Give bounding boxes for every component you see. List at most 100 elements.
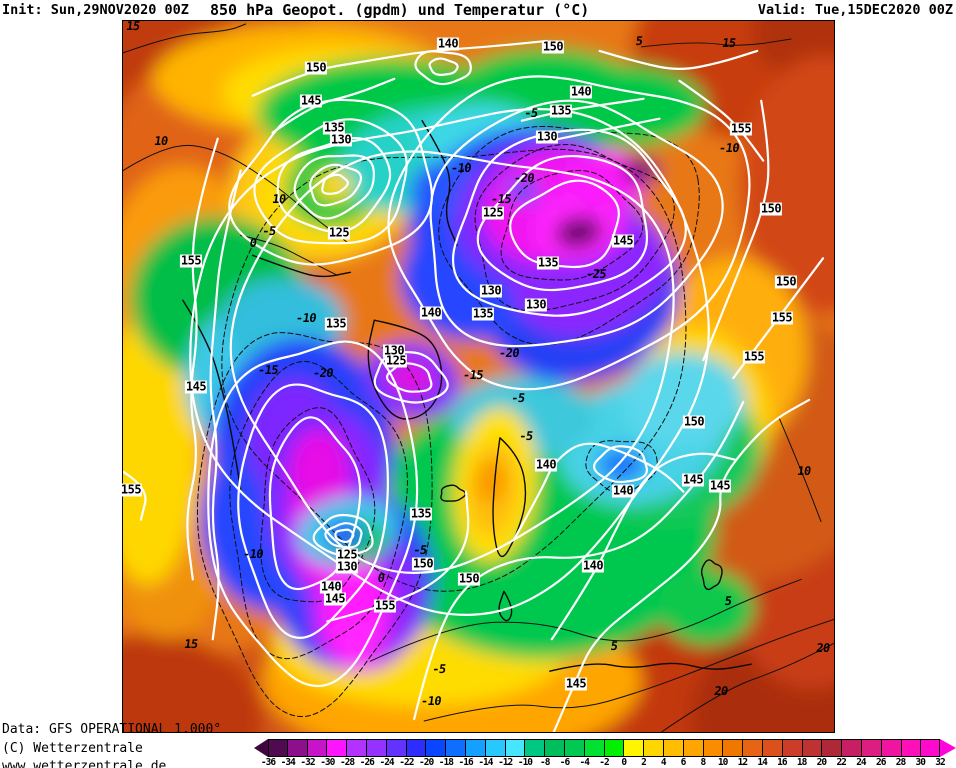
colorbar-cell [365,739,386,757]
temperature-label: -5 [523,106,539,120]
temperature-contour [123,23,247,54]
geopotential-label: 140 [611,483,635,498]
geopotential-contour [186,137,219,581]
colorbar-tick-label: 8 [700,757,706,768]
geopotential-label: 150 [304,60,328,75]
geopotential-contour [207,340,419,688]
colorbar-tick-label: -30 [320,757,335,768]
geopotential-contour [552,398,811,732]
colorbar-cell [504,739,525,757]
temperature-label: -20 [512,171,536,185]
geopotential-contour [253,118,408,245]
temperature-label: 15 [125,19,141,33]
colorbar-tick-label: 2 [641,757,647,768]
geopotential-label: 140 [319,579,343,594]
colorbar-cell [346,739,366,757]
geopotential-label: 145 [611,233,635,248]
colorbar-cell [484,739,505,757]
temperature-contour [500,170,644,281]
colorbar-cell [920,739,941,757]
geopotential-label: 140 [436,36,460,51]
coastline [700,559,723,591]
temperature-label: -5 [518,429,534,443]
geopotential-contour [209,169,242,641]
colorbar-tick-label: -6 [559,757,571,768]
geopotential-label: 130 [524,297,548,312]
geopotential-label: 145 [323,591,347,606]
geopotential-label: 145 [681,472,705,487]
geopotential-contour [413,400,745,721]
colorbar-tick-label: 32 [935,757,946,768]
geopotential-label: 140 [569,84,593,99]
colorbar-cell [583,739,604,757]
geopotential-label: 150 [774,274,798,289]
temperature-label: -15 [256,363,280,377]
geopotential-label: 155 [179,253,203,268]
colorbar-cell [544,739,564,757]
temperature-contour [229,360,408,660]
geopotential-contour [702,99,770,362]
colorbar-cell [742,739,762,757]
temperature-contour [660,642,834,732]
temperature-contour [778,417,822,523]
temperature-label: 5 [723,594,733,608]
colorbar-tick-label: -2 [599,757,610,768]
temperature-label: 0 [248,236,258,250]
colorbar-cell [563,739,584,757]
hemisphere-map: 140 150 150 145 135 130 140 135 130 155 150 145 135 1… [119,19,835,733]
geopotential-label: 125 [327,225,351,240]
geopotential-contour [373,351,449,404]
geopotential-label: 145 [184,379,208,394]
geopotential-label: 125 [481,205,505,220]
temperature-label: 15 [721,36,737,50]
coastline [549,662,752,672]
colorbar-cell [801,739,822,757]
colorbar-tick-label: 4 [660,757,667,768]
colorbar-tick-label: -32 [300,757,315,768]
coastline [440,484,467,502]
geopotential-contour [414,50,472,86]
geopotential-contour [321,173,349,195]
geopotential-label: 130 [329,132,353,147]
geopotential-label: 135 [549,103,573,118]
geopotential-label: 125 [335,547,359,562]
map-label-layer: 140 150 150 145 135 130 140 135 130 155 150 145 135 1… [119,19,834,732]
geopotential-label: 125 [384,353,408,368]
geopotential-label: 135 [324,316,348,331]
geopotential-contour [271,77,396,134]
colorbar-cell [385,739,406,757]
temperature-label: -10 [241,547,265,561]
temperature-label: -10 [419,694,443,708]
geopotential-label: 130 [382,343,406,358]
coastline [367,319,443,420]
temperature-label: 20 [815,641,831,655]
colorbar-cell [268,739,287,757]
temperature-contour [474,144,675,312]
geopotential-label: 135 [409,506,433,521]
temperature-label: -5 [510,391,526,405]
geopotential-label: 145 [708,478,732,493]
colorbar-tick-label: 16 [777,757,788,768]
geopotential-label: 150 [682,414,706,429]
geopotential-contour [538,117,661,144]
geopotential-contour [334,528,355,544]
geopotential-contour [429,99,724,348]
colorbar-tick-label: -24 [379,757,394,768]
colorbar-tick-label: -16 [458,757,474,768]
colorbar-tick-label: 10 [717,757,729,768]
colorbar-cell [841,739,861,757]
colorbar-cell [326,739,347,757]
temperature-label: -10 [449,161,473,175]
colorbar-tick-label: -28 [339,757,355,768]
temperature-label: -10 [294,311,318,325]
temperature-label: -20 [497,346,521,360]
temperature-label: -25 [584,267,608,281]
temperature-label: 10 [796,464,812,478]
colorbar-tick-label: 30 [915,757,927,768]
colorbar-tick-label: 28 [895,757,907,768]
map-canvas [123,21,834,732]
temperature-contour [196,332,433,718]
colorbar-tick-label: -34 [280,757,296,768]
colorbar-tick-label: 26 [875,757,887,768]
